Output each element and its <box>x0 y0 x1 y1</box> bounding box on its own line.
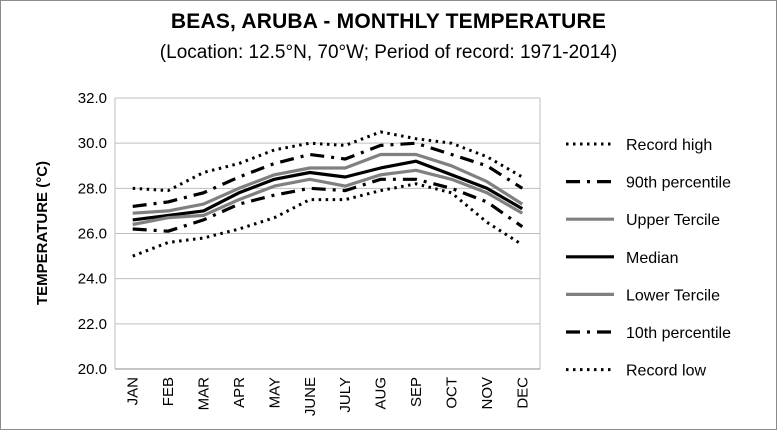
legend-label: 90th percentile <box>626 175 731 192</box>
chart-title: BEAS, ARUBA - MONTHLY TEMPERATURE <box>170 10 607 33</box>
x-tick-label: JAN <box>125 377 142 405</box>
y-tick-label: 28.0 <box>78 180 107 197</box>
y-tick-label: 32.0 <box>78 90 107 107</box>
series-line-record-low <box>132 182 524 258</box>
legend-label: Upper Tercile <box>626 212 720 229</box>
series-line-median <box>132 159 524 222</box>
x-tick-label: FEB <box>160 377 177 406</box>
series-line-10th-percentile <box>132 177 524 233</box>
series-line-upper-tercile <box>132 152 524 215</box>
x-tick-label: MAY <box>266 377 283 408</box>
y-tick-label: 24.0 <box>78 271 107 288</box>
series-lines <box>132 130 524 258</box>
series-line-record-high <box>132 130 524 193</box>
x-tick-label: OCT <box>443 377 460 409</box>
y-tick-label: 26.0 <box>78 226 107 243</box>
legend-label: Median <box>626 250 678 267</box>
series-line-lower-tercile <box>132 168 524 227</box>
x-tick-label: NOV <box>479 377 496 410</box>
y-tick-label: 22.0 <box>78 316 107 333</box>
legend: Record high 90th percentile Upper Tercile M… <box>566 137 731 380</box>
x-tick-label: AUG <box>373 377 390 410</box>
x-tick-label: SEP <box>408 377 425 407</box>
y-tick-labels: 20.0 22.0 24.0 26.0 28.0 30.0 32.0 <box>78 90 107 378</box>
y-tick-label: 30.0 <box>78 135 107 152</box>
legend-label: Record high <box>626 137 712 154</box>
legend-label: 10th percentile <box>626 325 731 342</box>
chart-subtitle: (Location: 12.5°N, 70°W; Period of recor… <box>159 42 618 63</box>
gridlines <box>114 97 541 370</box>
series-line-90th-percentile <box>132 141 524 208</box>
x-tick-label: JUNE <box>302 377 319 416</box>
x-tick-label: MAR <box>196 377 213 411</box>
legend-label: Record low <box>626 363 706 380</box>
y-axis-label: TEMPERATURE (°C) <box>34 161 51 305</box>
x-tick-label: JULY <box>337 377 354 413</box>
y-tick-label: 20.0 <box>78 361 107 378</box>
x-tick-labels: JAN FEB MAR APR MAY JUNE JULY AUG SEP OCT NOV DEC <box>125 377 532 416</box>
x-tick-label: DEC <box>514 377 531 409</box>
legend-label: Lower Tercile <box>626 287 720 304</box>
x-tick-label: APR <box>231 377 248 408</box>
